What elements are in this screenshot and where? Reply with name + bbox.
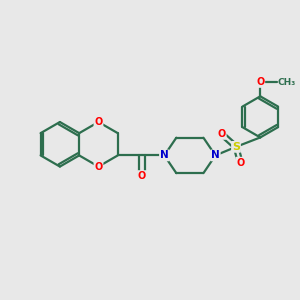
Text: O: O (94, 117, 103, 127)
Text: S: S (232, 142, 240, 152)
Text: N: N (160, 150, 169, 161)
Text: O: O (236, 158, 244, 168)
Text: O: O (256, 77, 264, 87)
Text: O: O (218, 129, 226, 139)
Text: CH₃: CH₃ (278, 77, 296, 86)
Text: N: N (211, 150, 220, 161)
Text: O: O (138, 171, 146, 181)
Text: O: O (94, 162, 103, 172)
